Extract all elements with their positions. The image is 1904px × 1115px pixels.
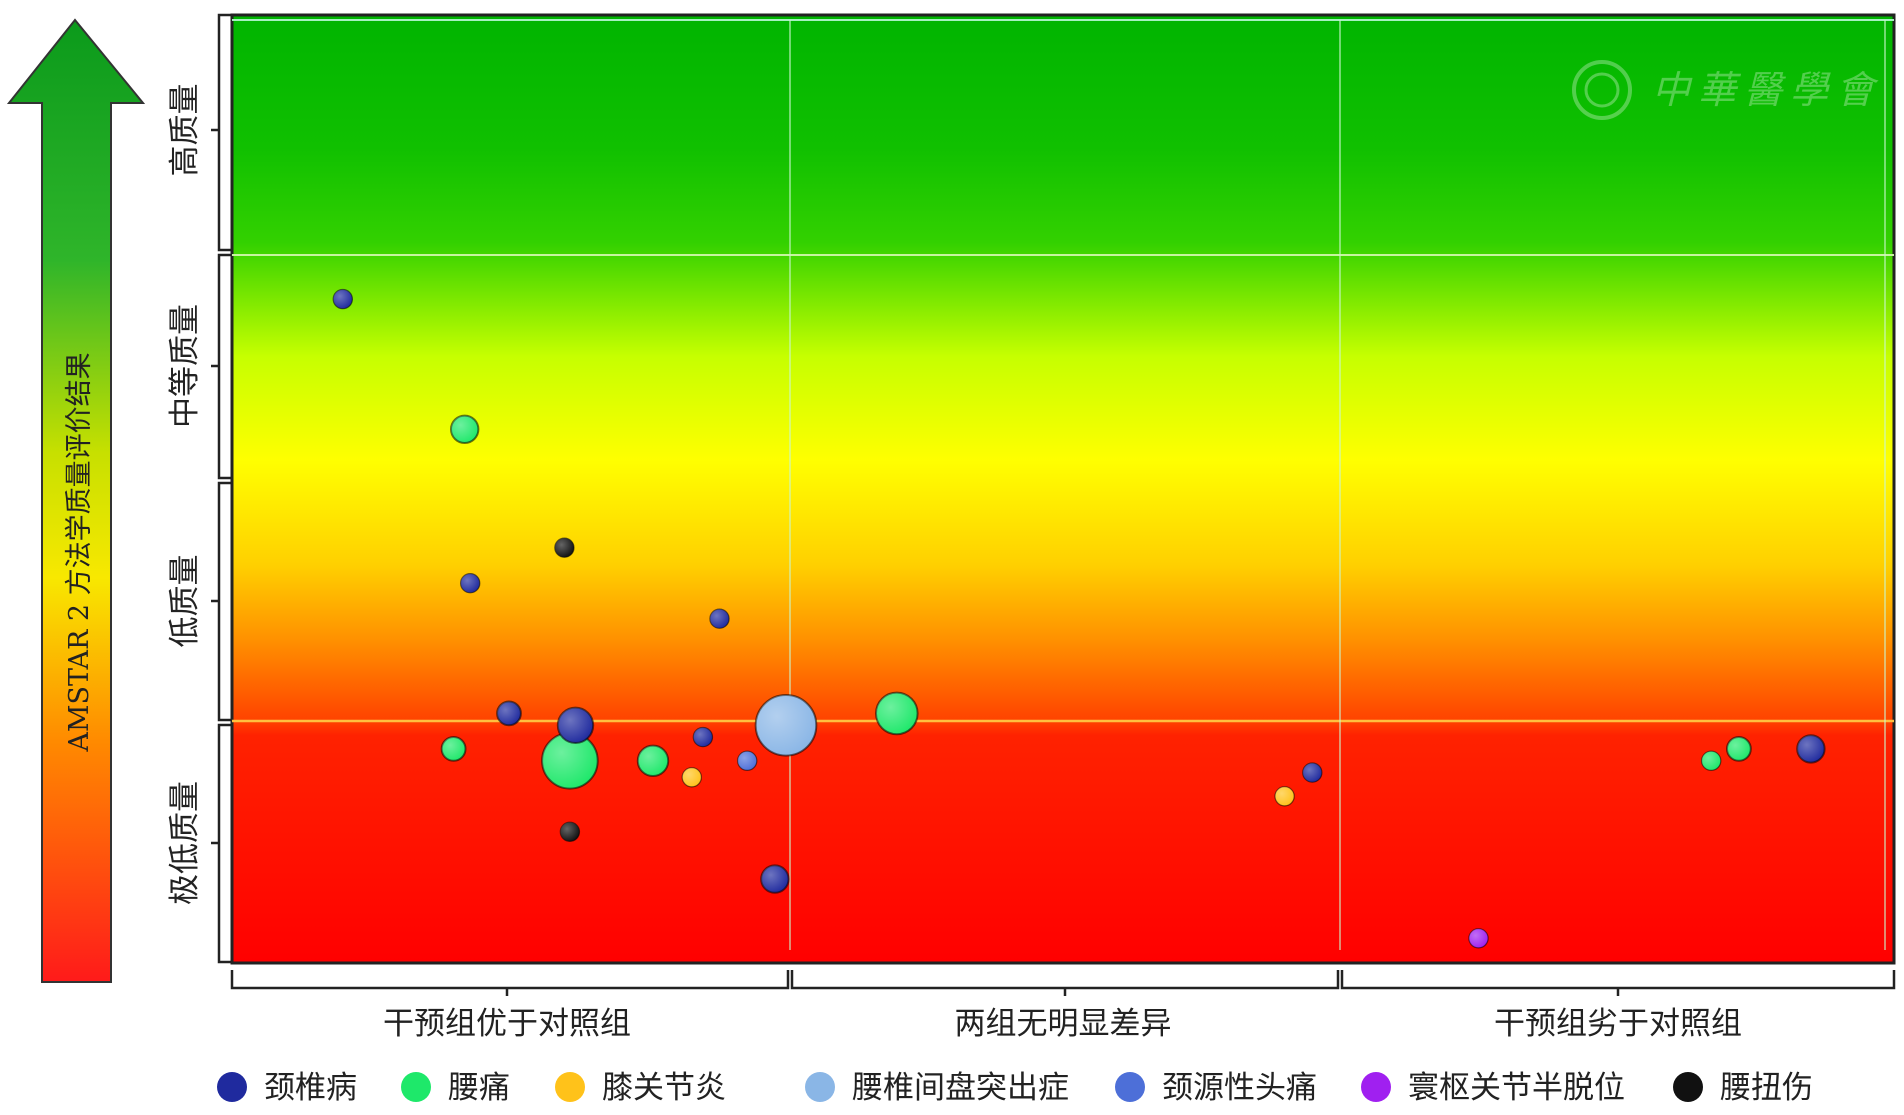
legend-marker-5 bbox=[1361, 1072, 1391, 1102]
y-label-low: 低质量 bbox=[167, 555, 203, 648]
legend-label-2: 膝关节炎 bbox=[602, 1070, 726, 1106]
legend-label-0: 颈椎病 bbox=[264, 1070, 357, 1106]
legend-marker-4 bbox=[1115, 1072, 1145, 1102]
data-point-shine-1-6 bbox=[1701, 751, 1721, 771]
grid bbox=[232, 19, 1894, 950]
data-point-shine-6-0 bbox=[554, 538, 575, 558]
data-point-shine-2-0 bbox=[682, 767, 702, 787]
data-point-shine-0-7 bbox=[1797, 735, 1825, 763]
legend-label-1: 腰痛 bbox=[448, 1070, 510, 1106]
legend-marker-0 bbox=[217, 1072, 247, 1102]
data-point-shine-1-4 bbox=[876, 692, 918, 735]
data-point-shine-3-0 bbox=[755, 695, 817, 756]
data-point-shine-1-0 bbox=[451, 415, 479, 443]
data-point-shine-0-2 bbox=[460, 573, 480, 593]
data-point-shine-1-3 bbox=[637, 745, 669, 776]
data-point-shine-0-5 bbox=[709, 609, 730, 629]
plot-frame bbox=[230, 13, 1896, 965]
data-point-shine-0-6 bbox=[1302, 763, 1322, 783]
data-point-shine-2-1 bbox=[1275, 786, 1295, 806]
data-point-shine-5-0 bbox=[1468, 928, 1489, 948]
legend-label-5: 寰枢关节半脱位 bbox=[1408, 1070, 1625, 1106]
quality-arrow: AMSTAR 2 方法学质量评价结果 bbox=[6, 18, 146, 983]
y-label-high: 高质量 bbox=[167, 84, 203, 177]
plot-background bbox=[232, 15, 1894, 963]
data-points bbox=[332, 288, 1826, 949]
x-label-no-difference: 两组无明显差异 bbox=[955, 1006, 1172, 1042]
data-point-shine-1-1 bbox=[441, 737, 466, 761]
legend-marker-3 bbox=[805, 1072, 835, 1102]
x-brackets bbox=[230, 970, 1896, 996]
arrow-label: AMSTAR 2 方法学质量评价结果 bbox=[64, 352, 95, 752]
data-point-shine-0-3 bbox=[557, 707, 594, 743]
watermark-text: 中華醫學會 bbox=[1652, 68, 1882, 112]
y-tick-labels: 极低质量 低质量 中等质量 高质量 bbox=[167, 84, 203, 906]
data-point-shine-4-0 bbox=[737, 751, 757, 771]
data-point-shine-0-4 bbox=[693, 727, 713, 747]
x-label-better: 干预组优于对照组 bbox=[383, 1006, 631, 1042]
data-point-shine-0-8 bbox=[761, 865, 789, 893]
watermark-seal-icon bbox=[1572, 60, 1632, 120]
y-label-moderate: 中等质量 bbox=[167, 304, 203, 428]
data-point-shine-1-5 bbox=[1727, 737, 1751, 761]
y-label-very-low: 极低质量 bbox=[167, 781, 203, 905]
x-tick-labels: 干预组优于对照组 两组无明显差异 干预组劣于对照组 bbox=[383, 1006, 1742, 1042]
legend-label-6: 腰扭伤 bbox=[1720, 1070, 1813, 1106]
legend-label-3: 腰椎间盘突出症 bbox=[852, 1070, 1069, 1106]
y-brackets bbox=[211, 13, 232, 964]
legend-marker-2 bbox=[555, 1072, 585, 1102]
legend-marker-1 bbox=[401, 1072, 431, 1102]
legend-label-4: 颈源性头痛 bbox=[1162, 1070, 1317, 1106]
watermark: 中華醫學會 bbox=[1572, 60, 1882, 120]
legend-marker-6 bbox=[1673, 1072, 1703, 1102]
legend: 颈椎病 腰痛 膝关节炎 腰椎间盘突出症 颈源性头痛 寰枢关节半脱位 腰扭伤 bbox=[217, 1070, 1813, 1106]
data-point-shine-6-1 bbox=[560, 822, 580, 842]
data-point-shine-0-1 bbox=[333, 289, 353, 309]
data-point-shine-1-2 bbox=[542, 733, 598, 789]
data-point-shine-0-0 bbox=[497, 701, 521, 726]
x-label-worse: 干预组劣于对照组 bbox=[1494, 1006, 1742, 1042]
